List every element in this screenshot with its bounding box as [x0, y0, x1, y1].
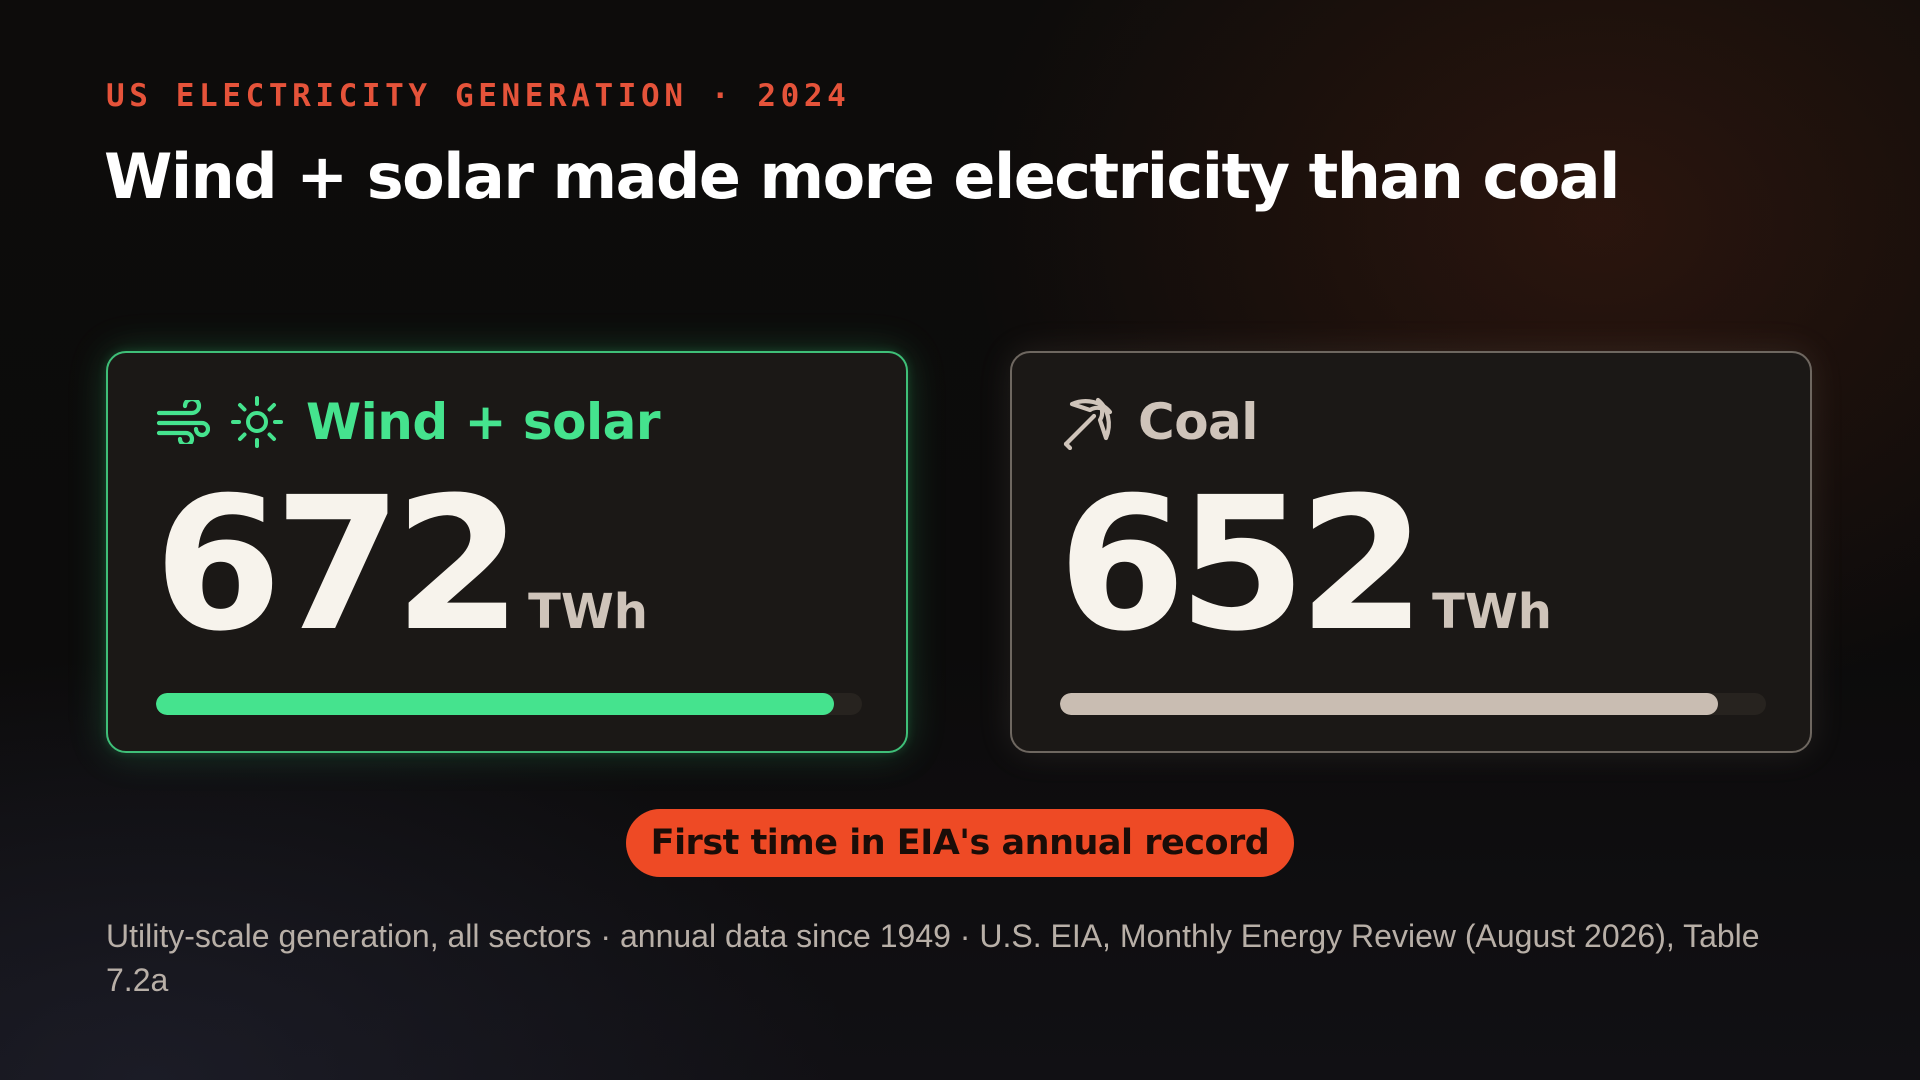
coal-bar-fill: [1060, 693, 1718, 715]
pickaxe-icon: [1060, 394, 1116, 450]
sun-icon: [230, 395, 284, 449]
coal-value: 652: [1058, 458, 1426, 672]
kicker-label: US ELECTRICITY GENERATION · 2024: [106, 78, 851, 114]
coal-bar-track: [1060, 693, 1766, 715]
wind-icon: [156, 400, 210, 444]
coal-card-header: Coal: [1060, 387, 1258, 457]
wind-solar-card: Wind + solar 672 TWh: [106, 351, 908, 753]
wind-solar-title: Wind + solar: [306, 393, 661, 451]
wind-solar-bar-track: [156, 693, 862, 715]
source-footnote: Utility-scale generation, all sectors · …: [106, 918, 1760, 998]
coal-title: Coal: [1138, 393, 1258, 451]
wind-solar-value: 672: [154, 458, 522, 672]
wind-solar-card-header: Wind + solar: [156, 387, 661, 457]
headline: Wind + solar made more electricity than …: [104, 140, 1620, 213]
wind-solar-bar-fill: [156, 693, 834, 715]
coal-unit: TWh: [1432, 584, 1552, 640]
wind-solar-value-row: 672 TWh: [154, 473, 648, 657]
record-badge: First time in EIA's annual record: [626, 809, 1294, 877]
wind-solar-unit: TWh: [528, 584, 648, 640]
coal-value-row: 652 TWh: [1058, 473, 1552, 657]
coal-card: Coal 652 TWh: [1010, 351, 1812, 753]
